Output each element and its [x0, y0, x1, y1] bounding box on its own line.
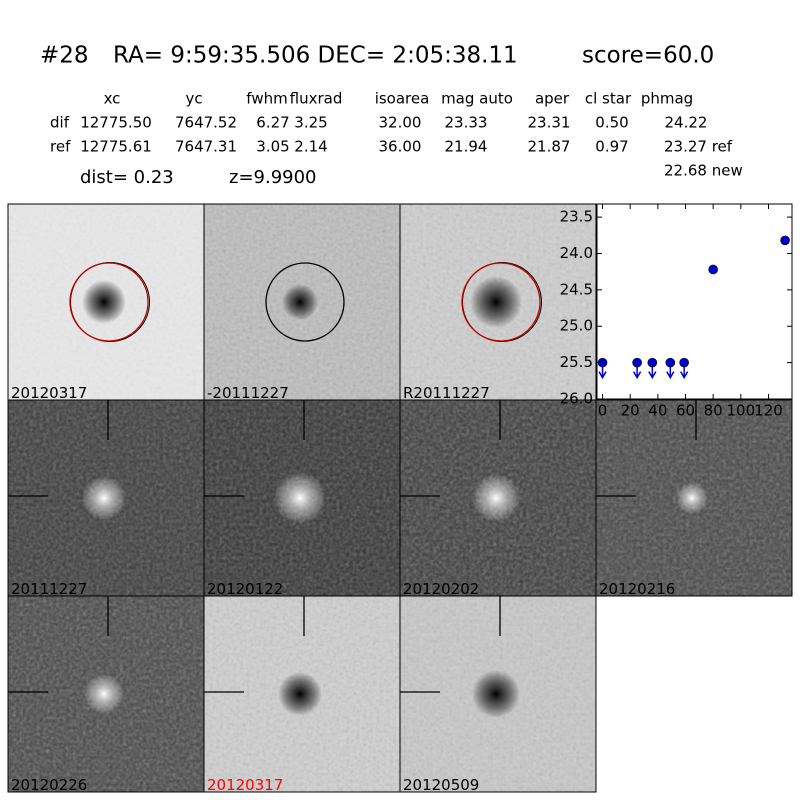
x-tick-label: 60	[676, 402, 695, 420]
x-tick-label: 120	[754, 402, 783, 420]
panel-label: R20111227	[403, 384, 490, 402]
panel-label: 20120226	[11, 776, 87, 794]
frame	[595, 399, 793, 597]
column-header: fluxrad	[290, 90, 343, 108]
x-tick-label: 0	[598, 402, 608, 420]
column-header: xc	[104, 90, 121, 108]
data-point	[708, 264, 718, 275]
table-cell: 32.00	[379, 114, 422, 132]
thumbnail: 20120122	[203, 399, 401, 598]
plot-area	[596, 203, 793, 400]
source	[282, 284, 318, 320]
y-tick-label: 24.5	[560, 280, 593, 298]
thumbnail: 20111227	[7, 399, 205, 598]
source	[278, 672, 322, 716]
column-header: mag auto	[441, 90, 513, 108]
frame	[399, 595, 597, 793]
column-header: isoarea	[375, 90, 430, 108]
thumbnail: 20120317	[203, 595, 401, 794]
y-tick-label: 25.0	[560, 317, 593, 335]
table-cell: 6.27	[256, 114, 289, 132]
table-cell: 2.14	[294, 138, 327, 156]
table-cell: 23.31	[528, 114, 571, 132]
x-tick-label: 20	[621, 402, 640, 420]
x-tick-label: 40	[648, 402, 667, 420]
table-cell: 3.25	[294, 114, 327, 132]
aperture	[265, 262, 345, 342]
aperture	[461, 262, 541, 342]
panel-label: 20120122	[207, 580, 283, 598]
source	[676, 482, 708, 514]
source	[84, 674, 124, 714]
table-cell: 7647.52	[175, 114, 237, 132]
source	[274, 472, 326, 524]
table-cell: 3.05	[256, 138, 289, 156]
table-cell: 21.94	[445, 138, 488, 156]
x-tick-label: 100	[727, 402, 756, 420]
thumbnail: 20120226	[7, 595, 205, 794]
thumbnail: 20120216	[595, 399, 793, 598]
source	[470, 276, 522, 328]
table-cell: 23.33	[445, 114, 488, 132]
data-point	[632, 357, 642, 368]
y-tick-label: 23.5	[560, 208, 593, 226]
panel-label: 20120317	[11, 384, 87, 402]
data-point	[679, 357, 689, 368]
source	[82, 476, 126, 520]
data-point	[647, 357, 658, 368]
panel-label: 20120317	[207, 776, 283, 794]
source	[82, 280, 126, 324]
column-header: phmag	[641, 90, 693, 108]
candidate-id: #28	[40, 43, 89, 69]
y-tick-label: 26.0	[560, 390, 593, 408]
column-header: aper	[535, 90, 570, 108]
table-cell: 36.00	[379, 138, 422, 156]
table-cell: 21.87	[528, 138, 571, 156]
column-header: fwhm	[246, 90, 287, 108]
table-cell: 0.50	[595, 114, 628, 132]
thumbnail: 20120509	[399, 595, 597, 794]
y-tick-label: 24.0	[560, 244, 593, 262]
thumbnail: 20120202	[399, 399, 597, 598]
redshift: z=9.9900	[229, 167, 317, 188]
thumbnail: R20111227	[399, 203, 597, 402]
source	[472, 474, 520, 522]
row-label: ref	[50, 138, 71, 156]
thumbnail: -20111227	[203, 203, 401, 402]
thumbnail: 20120317	[7, 203, 205, 402]
table-cell: 12775.61	[80, 138, 152, 156]
coordinates: RA= 9:59:35.506 DEC= 2:05:38.11	[113, 43, 518, 69]
panel-label: 20120509	[403, 776, 479, 794]
aperture	[69, 262, 149, 342]
table-cell: 12775.50	[80, 114, 152, 132]
table-cell: 0.97	[595, 138, 628, 156]
panel-label: -20111227	[207, 384, 289, 402]
y-tick-label: 25.5	[560, 353, 593, 371]
column-header: cl star	[585, 90, 632, 108]
column-header: yc	[185, 90, 202, 108]
panel-label: 20120202	[403, 580, 479, 598]
score: score=60.0	[582, 43, 714, 69]
row-label: dif	[50, 114, 70, 132]
table-cell: 23.27 ref	[664, 138, 733, 156]
panel-label: 20120216	[599, 580, 675, 598]
data-point	[597, 357, 608, 368]
panel-label: 20111227	[11, 580, 87, 598]
dist: dist= 0.23	[80, 167, 174, 188]
table-cell: 24.22	[665, 114, 708, 132]
data-point	[665, 357, 676, 368]
new-mag: 22.68 new	[664, 162, 743, 180]
data-point	[780, 235, 790, 246]
source	[472, 670, 520, 718]
table-cell: 7647.31	[175, 138, 237, 156]
x-tick-label: 80	[704, 402, 723, 420]
